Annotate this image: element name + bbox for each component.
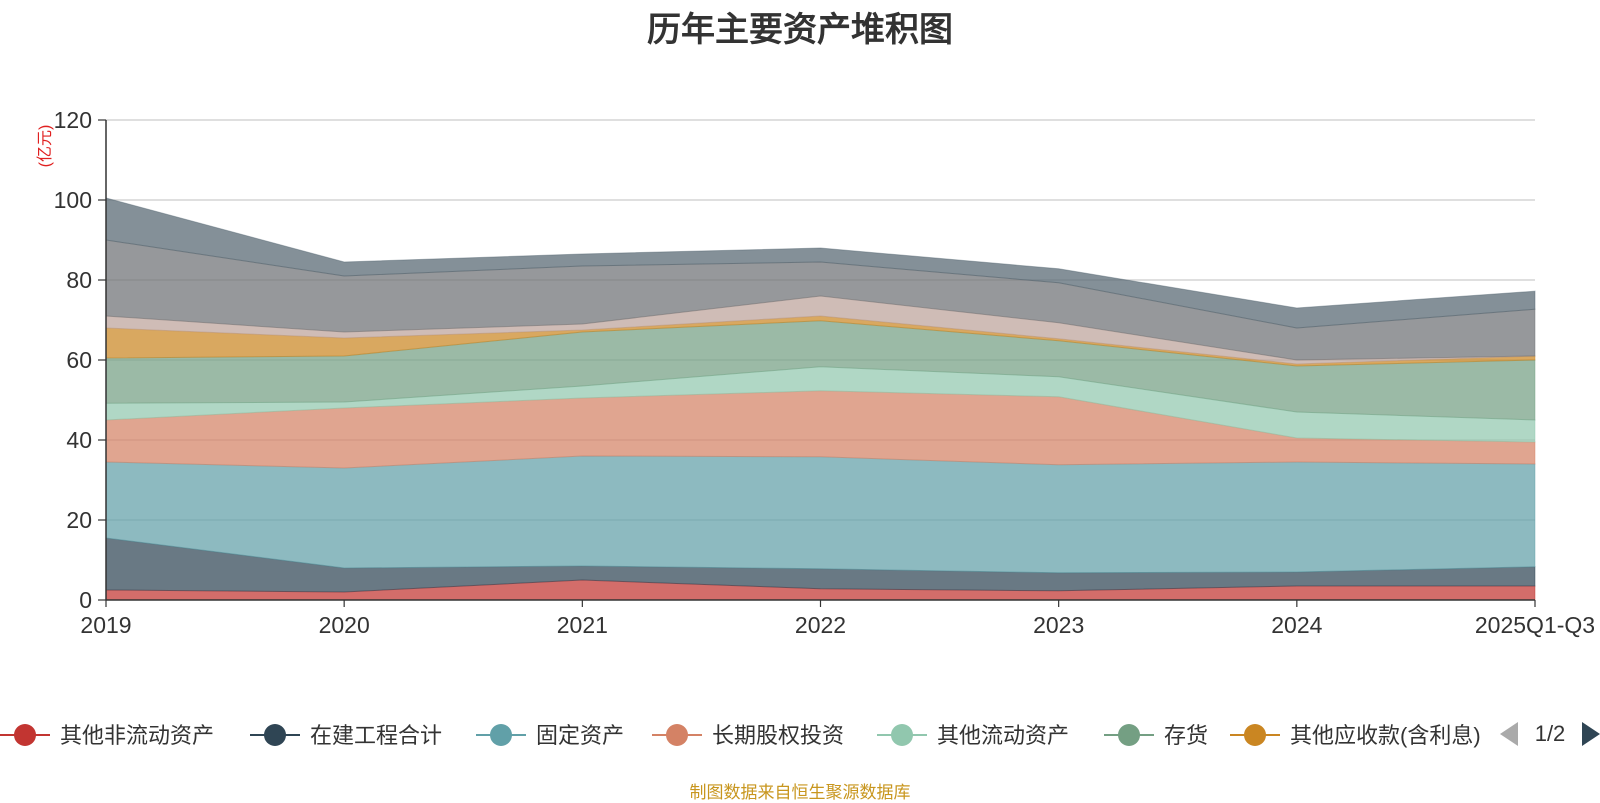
x-tick-label: 2023: [1033, 612, 1084, 638]
legend-item[interactable]: 其他应收款(含利息): [1230, 723, 1481, 748]
area-series-10: [105, 197, 1536, 329]
legend-label: 其他应收款(含利息): [1290, 723, 1481, 748]
legend-item[interactable]: 其他流动资产: [877, 723, 1069, 748]
legend-pager: 1/2: [1500, 721, 1600, 746]
legend-marker: [490, 724, 512, 746]
y-axis-unit-label: (亿元): [36, 125, 54, 168]
legend-page-indicator: 1/2: [1535, 721, 1566, 746]
legend-next-icon[interactable]: [1582, 722, 1600, 746]
legend-item[interactable]: 在建工程合计: [250, 723, 442, 748]
axis-layer: 0 20 40 60 80 100 120 2019 2020 2021 2022 2023 2024 2…: [54, 107, 1595, 638]
area-layer: [105, 197, 1536, 601]
y-tick-label: 60: [66, 347, 92, 373]
chart-title: 历年主要资产堆积图: [647, 11, 953, 49]
legend-marker: [264, 724, 286, 746]
y-tick-label: 20: [66, 507, 92, 533]
area-series-8: [105, 295, 1536, 365]
legend-marker: [1118, 724, 1140, 746]
x-tick-label: 2024: [1271, 612, 1322, 638]
y-tick-label: 40: [66, 427, 92, 453]
legend-label: 其他非流动资产: [60, 723, 214, 748]
area-series-3: [105, 455, 1536, 574]
source-note: 制图数据来自恒生聚源数据库: [689, 783, 911, 802]
legend-marker: [14, 724, 36, 746]
area-series-4: [105, 390, 1536, 469]
x-tick-label: 2025Q1-Q3: [1475, 612, 1595, 638]
legend-marker: [891, 724, 913, 746]
legend-marker: [1244, 724, 1266, 746]
area-series-7: [105, 315, 1536, 367]
y-tick-label: 80: [66, 267, 92, 293]
x-tick-label: 2020: [319, 612, 370, 638]
legend-label: 长期股权投资: [712, 723, 844, 748]
legend-label: 固定资产: [536, 723, 624, 748]
legend: 其他非流动资产 在建工程合计 固定资产 长期股权投资 其他流动资产 存货 其他应收款(含利息…: [0, 723, 1481, 748]
legend-item[interactable]: 其他非流动资产: [0, 723, 214, 748]
x-tick-label: 2021: [557, 612, 608, 638]
y-tick-label: 0: [79, 587, 92, 613]
area-series-5: [105, 366, 1536, 443]
x-tick-label: 2022: [795, 612, 846, 638]
legend-item[interactable]: 存货: [1104, 723, 1208, 748]
y-tick-label: 120: [54, 107, 92, 133]
legend-label: 存货: [1164, 723, 1208, 748]
legend-prev-icon[interactable]: [1500, 722, 1518, 746]
legend-item[interactable]: 长期股权投资: [652, 723, 844, 748]
legend-marker: [666, 724, 688, 746]
legend-label: 在建工程合计: [310, 723, 442, 748]
area-series-6: [105, 320, 1536, 421]
x-tick-label: 2019: [80, 612, 131, 638]
legend-item[interactable]: 固定资产: [476, 723, 624, 748]
area-series-2: [105, 537, 1536, 593]
legend-label: 其他流动资产: [937, 723, 1069, 748]
y-tick-label: 100: [54, 187, 92, 213]
